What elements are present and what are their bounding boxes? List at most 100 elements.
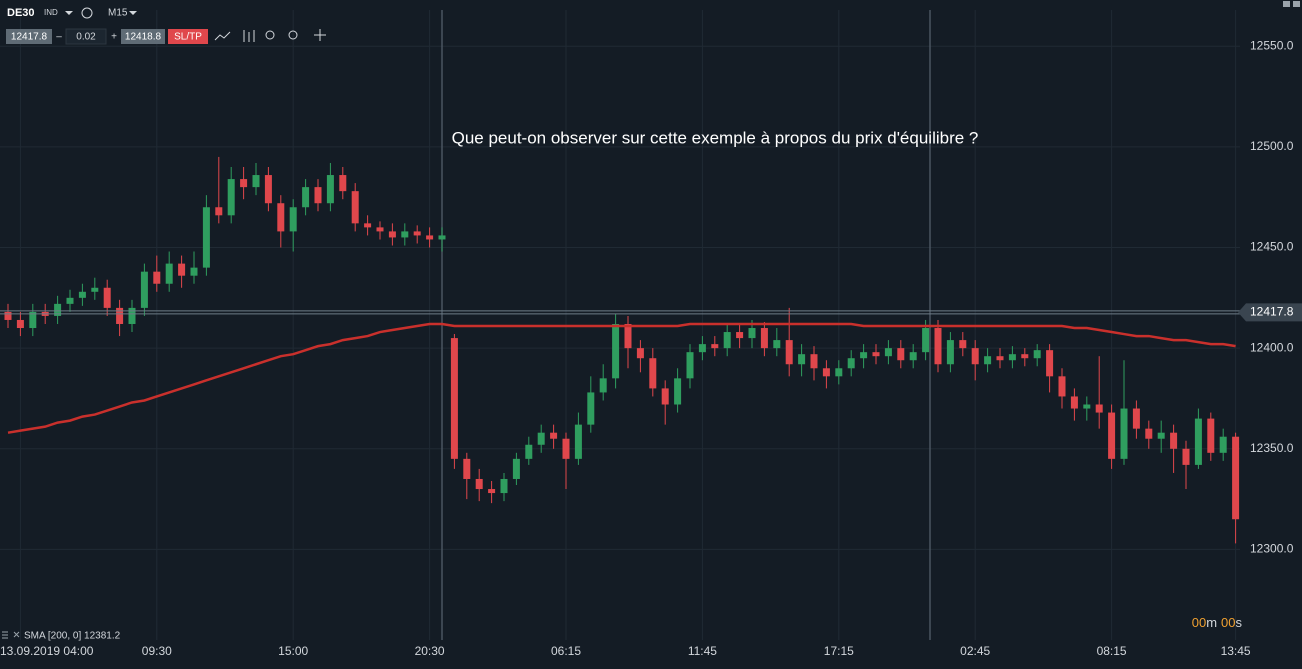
info-icon[interactable] xyxy=(81,7,93,19)
sma-legend: SMA [200, 0] 12381.2 xyxy=(24,631,121,642)
candle-body xyxy=(674,378,682,405)
candle-body xyxy=(1108,412,1116,459)
candle-body xyxy=(16,319,24,329)
candle-body xyxy=(550,432,558,439)
candle-body xyxy=(686,352,694,379)
sltp: SL/TP xyxy=(174,32,202,43)
dropdown-icon[interactable] xyxy=(65,11,73,15)
candle-body xyxy=(512,458,520,479)
y-tick-label: 12550.0 xyxy=(1250,38,1294,52)
candle-body xyxy=(178,263,186,276)
candle-body xyxy=(4,311,12,320)
candle-body xyxy=(946,340,954,365)
minus-button[interactable]: – xyxy=(56,32,62,43)
volume-box[interactable] xyxy=(65,28,107,45)
candle-body xyxy=(1021,354,1029,359)
candle-body xyxy=(413,231,421,236)
plot xyxy=(4,156,1240,544)
candle-body xyxy=(1219,436,1227,453)
minute-unit: m xyxy=(1206,615,1217,630)
candle-body xyxy=(574,424,582,459)
candle-body xyxy=(1046,350,1054,377)
candle-body xyxy=(128,307,136,324)
candle-tool-icon[interactable] xyxy=(243,30,255,42)
x-tick-label: 06:15 xyxy=(551,644,581,658)
candle-body xyxy=(1058,376,1066,397)
candle-body xyxy=(959,340,967,349)
menu-icon[interactable] xyxy=(2,631,8,639)
candle-body xyxy=(289,207,297,232)
candle-body xyxy=(736,332,744,339)
crosshair-icon[interactable] xyxy=(314,29,326,41)
candle-body xyxy=(971,348,979,365)
zoom-out-icon[interactable] xyxy=(265,30,275,40)
candle-body xyxy=(525,444,533,459)
candle-body xyxy=(835,368,843,377)
candle-body xyxy=(103,287,111,308)
x-tick-label: 20:30 xyxy=(415,644,445,658)
candle-body xyxy=(599,378,607,393)
candle-body xyxy=(661,388,669,405)
candle-body xyxy=(810,354,818,369)
candle-body xyxy=(698,344,706,353)
sltp-button[interactable] xyxy=(168,29,208,44)
countdown-seconds: 00 xyxy=(1221,615,1235,630)
line-tool-icon[interactable] xyxy=(214,31,231,41)
candle-body xyxy=(426,235,434,240)
candle-body xyxy=(1182,448,1190,465)
candle-body xyxy=(302,187,310,208)
candle-body xyxy=(1207,418,1215,453)
candle-body xyxy=(612,323,620,379)
dropdown-icon[interactable] xyxy=(129,11,137,15)
candle-body xyxy=(215,207,223,216)
candle-body xyxy=(227,179,235,216)
price-label: 12417.8 xyxy=(1250,304,1294,318)
candle-body xyxy=(587,392,595,425)
zoom-in-icon[interactable] xyxy=(288,30,298,40)
candle-body xyxy=(760,328,768,349)
plus-button[interactable]: + xyxy=(111,32,117,43)
x-tick-label: 15:00 xyxy=(278,644,308,658)
candle-body xyxy=(1083,404,1091,409)
candle-body xyxy=(884,348,892,357)
window-icon[interactable] xyxy=(1293,1,1300,7)
candle-body xyxy=(66,297,74,304)
x-tick-label: 13.09.2019 04:00 xyxy=(0,644,94,658)
candle-body xyxy=(922,328,930,353)
x-tick-label: 09:30 xyxy=(142,644,172,658)
candle-body xyxy=(240,179,248,188)
y-tick-label: 12500.0 xyxy=(1250,139,1294,153)
candle-body xyxy=(872,352,880,357)
window-icon[interactable] xyxy=(1283,1,1290,7)
candle-body xyxy=(91,287,99,292)
ask-box[interactable] xyxy=(121,29,165,44)
candle-body xyxy=(1070,396,1078,409)
candle-body xyxy=(1232,436,1240,520)
candle-body xyxy=(438,235,446,240)
candle-body xyxy=(463,458,471,479)
symbol[interactable]: DE30 xyxy=(7,7,35,19)
close-icon[interactable] xyxy=(13,631,20,638)
candle-body xyxy=(401,231,409,238)
candle-body xyxy=(996,356,1004,361)
candle-body xyxy=(277,203,285,232)
candle-body xyxy=(636,348,644,359)
candle-body xyxy=(1194,418,1202,465)
candle-body xyxy=(252,175,260,188)
x-tick-label: 08:15 xyxy=(1097,644,1127,658)
candle-body xyxy=(1008,354,1016,361)
candle-body xyxy=(822,368,830,377)
bid-box[interactable] xyxy=(6,29,52,44)
second-unit: s xyxy=(1236,615,1243,630)
bid: 12417.8 xyxy=(11,32,48,43)
candle-body xyxy=(860,352,868,359)
candle-body xyxy=(450,338,458,459)
countdown-minutes: 00 xyxy=(1192,615,1206,630)
candle-body xyxy=(562,438,570,459)
timeframe[interactable]: M15 xyxy=(108,8,128,19)
candle-body xyxy=(897,348,905,361)
candle-body xyxy=(326,175,334,204)
candle-body xyxy=(29,311,37,329)
